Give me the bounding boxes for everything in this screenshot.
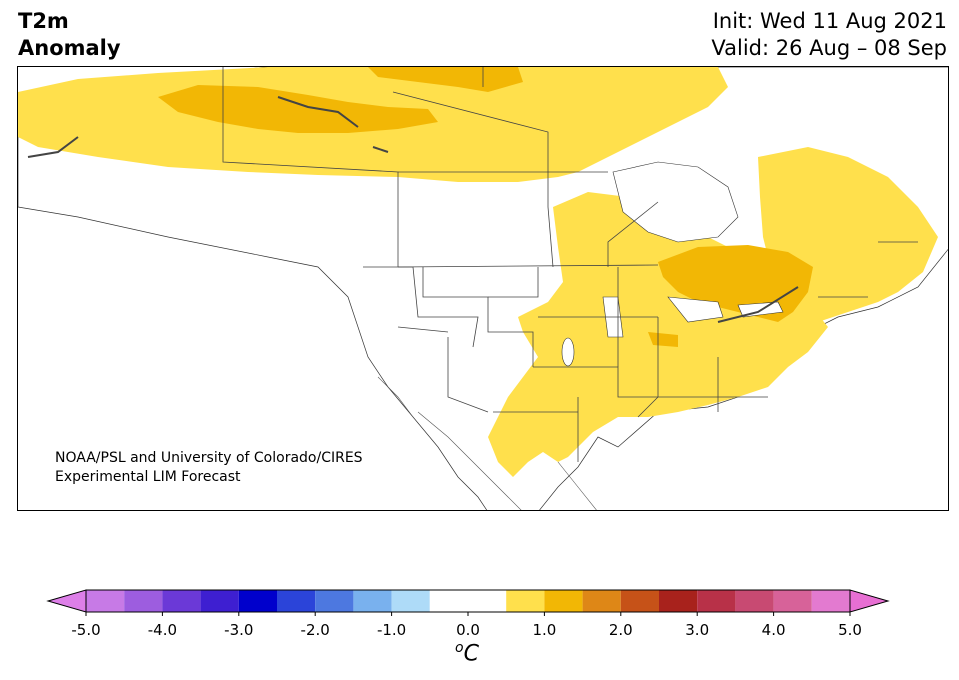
- colorbar-tick-label: 5.0: [838, 621, 862, 639]
- colorbar-bin: [86, 590, 125, 612]
- colorbar-tick-label: -3.0: [224, 621, 253, 639]
- title-right: Init: Wed 11 Aug 2021 Valid: 26 Aug – 08…: [711, 8, 947, 62]
- colorbar-bin: [200, 590, 239, 612]
- colorbar-bin: [277, 590, 316, 612]
- colorbar-tick-label: 3.0: [685, 621, 709, 639]
- valid-range: Valid: 26 Aug – 08 Sep: [711, 36, 947, 60]
- colorbar-over-extension: [849, 589, 890, 613]
- colorbar-bin: [353, 590, 392, 612]
- colorbar-tick-label: 0.0: [456, 621, 480, 639]
- rivers-lakes: [27, 96, 799, 323]
- mexico-outline: [377, 376, 597, 510]
- colorbar-tick-label: -5.0: [71, 621, 100, 639]
- colorbar-bin: [315, 590, 354, 612]
- boundaries: [222, 67, 918, 462]
- colorbar-bin: [773, 590, 812, 612]
- init-date: Init: Wed 11 Aug 2021: [712, 9, 947, 33]
- colorbar-tick-label: 4.0: [762, 621, 786, 639]
- colorbar-bin: [659, 590, 698, 612]
- colorbar-bin: [811, 590, 850, 612]
- colorbar-unit: oC: [455, 640, 479, 666]
- title-left: T2m Anomaly: [18, 8, 121, 62]
- hudson-bay: [612, 161, 739, 243]
- yukon-nwt-warm-core: [158, 85, 438, 133]
- map-canvas: [18, 67, 948, 510]
- colorbar: -5.0 -4.0 -3.0 -2.0 -1.0 0.0 1.0 2.0 3.0 4.0 5.0: [46, 589, 890, 639]
- colorbar-bin: [238, 590, 277, 612]
- credit-text: NOAA/PSL and University of Colorado/CIRE…: [55, 449, 363, 487]
- unit-degree-symbol: o: [455, 640, 464, 656]
- colorbar-bin: [162, 590, 201, 612]
- colorbar-bin: [124, 590, 163, 612]
- unit-letter: C: [463, 641, 479, 667]
- plot-quantity: Anomaly: [18, 36, 121, 60]
- colorbar-tick-label: 1.0: [532, 621, 556, 639]
- colorbar-ticks: -5.0 -4.0 -3.0 -2.0 -1.0 0.0 1.0 2.0 3.0 4.0 5.0: [71, 612, 862, 639]
- anomaly-map: [17, 66, 949, 511]
- colorbar-bin: [506, 590, 545, 612]
- credit-line-2: Experimental LIM Forecast: [55, 469, 241, 485]
- credit-line-1: NOAA/PSL and University of Colorado/CIRE…: [55, 450, 363, 466]
- colorbar-bins: [46, 589, 890, 613]
- colorbar-bin: [544, 590, 583, 612]
- colorbar-tick-label: -4.0: [148, 621, 177, 639]
- colorbar-under-extension: [46, 589, 87, 613]
- colorbar-bin: [735, 590, 774, 612]
- colorbar-bin: [429, 590, 507, 612]
- colorbar-bin: [391, 590, 430, 612]
- colorbar-tick-label: -2.0: [301, 621, 330, 639]
- colorbar-bin: [620, 590, 659, 612]
- colorbar-bin: [582, 590, 621, 612]
- colorbar-bin: [697, 590, 736, 612]
- colorbar-tick-label: -1.0: [377, 621, 406, 639]
- plot-variable: T2m: [18, 9, 69, 33]
- colorbar-tick-label: 2.0: [609, 621, 633, 639]
- nunavut-warm-core: [368, 67, 523, 92]
